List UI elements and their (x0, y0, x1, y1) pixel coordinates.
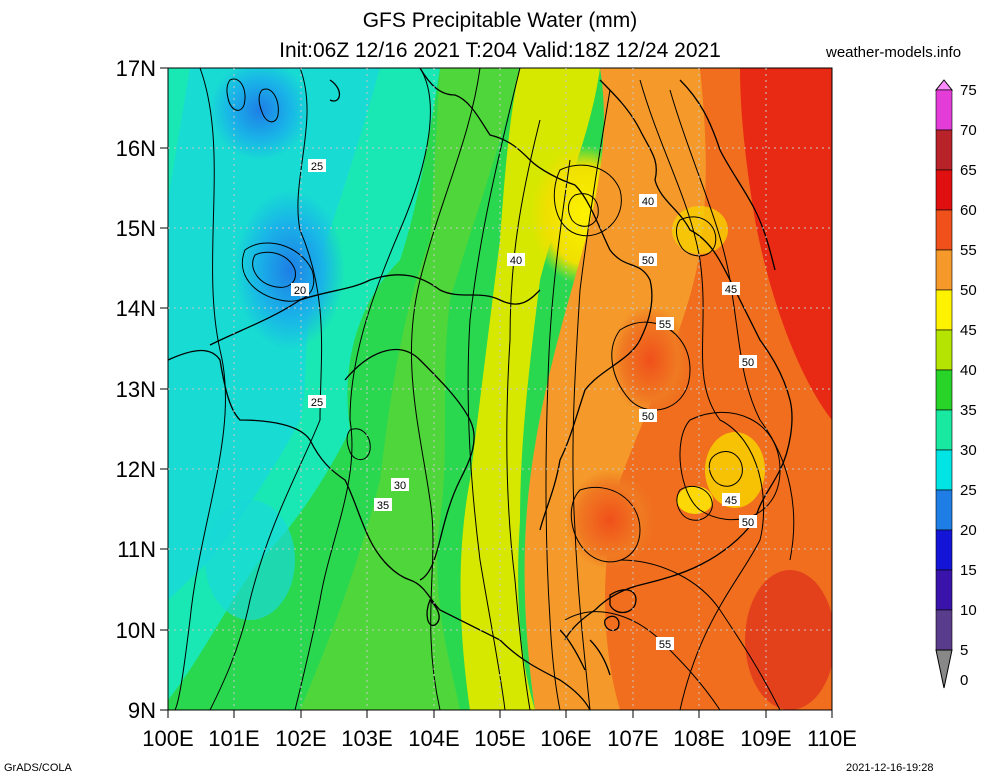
contour-label: 30 (391, 478, 409, 492)
lon-label: 108E (673, 726, 725, 751)
svg-text:50: 50 (742, 357, 754, 369)
contour-label: 50 (739, 515, 757, 529)
gridlines (168, 68, 832, 710)
lat-label: 10N (115, 618, 156, 643)
svg-text:40: 40 (642, 196, 654, 208)
contour-value-labels: 25 20 25 30 35 40 40 50 45 55 50 50 45 5… (291, 159, 757, 651)
lat-label: 14N (115, 296, 156, 321)
svg-text:45: 45 (725, 495, 737, 507)
contour-label: 35 (374, 498, 392, 512)
colorbar-label: 35 (960, 402, 977, 419)
svg-text:50: 50 (642, 255, 654, 267)
colorbar-label: 15 (960, 562, 977, 579)
contour-label: 20 (291, 283, 309, 297)
contour-label: 40 (507, 253, 525, 267)
colorbar-label: 75 (960, 82, 977, 99)
svg-text:30: 30 (394, 480, 406, 492)
colorbar-swatch (935, 249, 953, 291)
lat-label: 11N (117, 537, 156, 562)
colorbar-swatch (935, 169, 953, 211)
colorbar-swatch (935, 209, 953, 251)
colorbar-label: 10 (960, 602, 977, 619)
colorbar-label: 40 (960, 362, 977, 379)
colorbar-label: 30 (960, 442, 977, 459)
lon-label: 106E (540, 726, 592, 751)
lat-label: 12N (115, 457, 156, 482)
contour-label: 25 (308, 395, 326, 409)
colorbar-label: 50 (960, 282, 977, 299)
contour-label: 55 (656, 637, 674, 651)
colorbar-label: 5 (960, 642, 969, 659)
colorbar-swatch (935, 609, 953, 651)
colorbar-swatch (935, 329, 953, 371)
colorbar-top-arrow (934, 79, 954, 91)
svg-text:55: 55 (659, 639, 671, 651)
chart-subtitle: Init:06Z 12/16 2021 T:204 Valid:18Z 12/2… (279, 39, 721, 62)
contour-label: 50 (739, 355, 757, 369)
svg-text:40: 40 (510, 255, 522, 267)
colorbar-label: 60 (960, 202, 977, 219)
lon-label: 107E (607, 726, 659, 751)
timestamp: 2021-12-16-19:28 (846, 762, 934, 774)
svg-text:25: 25 (311, 161, 323, 173)
colorbar-label: 45 (960, 322, 977, 339)
contour-label: 40 (639, 194, 657, 208)
chart-title: GFS Precipitable Water (mm) (362, 9, 638, 32)
colorbar-label: 70 (960, 122, 977, 139)
svg-text:50: 50 (642, 411, 654, 423)
colorbar-label: 0 (960, 672, 969, 689)
lat-label: 16N (115, 136, 156, 161)
lon-label: 102E (275, 726, 327, 751)
colorbar-label: 25 (960, 482, 977, 499)
coastlines-borders (168, 68, 793, 710)
colorbar-bottom-arrow (935, 649, 953, 689)
contour-label: 45 (722, 493, 740, 507)
lon-label: 105E (474, 726, 526, 751)
colorbar-swatch (935, 569, 953, 611)
svg-text:55: 55 (659, 319, 671, 331)
axis-ticks (160, 67, 833, 718)
site-label: weather-models.info (826, 44, 962, 61)
contour-label: 25 (308, 159, 326, 173)
contour-label: 55 (656, 317, 674, 331)
lon-label: 104E (408, 726, 460, 751)
colorbar-label: 55 (960, 242, 977, 259)
lon-label: 101E (208, 726, 260, 751)
svg-text:45: 45 (725, 284, 737, 296)
colorbar-swatch (935, 449, 953, 491)
colorbar-swatch (935, 129, 953, 171)
lon-label: 109E (740, 726, 792, 751)
lat-label: 13N (115, 377, 156, 402)
colorbar-swatch (935, 409, 953, 451)
colorbar-label: 65 (960, 162, 977, 179)
svg-text:25: 25 (311, 397, 323, 409)
svg-text:20: 20 (294, 285, 306, 297)
contour-label: 45 (722, 282, 740, 296)
colorbar-swatch (935, 89, 953, 131)
lat-label: 17N (115, 56, 156, 81)
contour-label: 50 (639, 409, 657, 423)
colorbar-label: 20 (960, 522, 977, 539)
lat-label: 15N (115, 216, 156, 241)
lat-label: 9N (127, 698, 156, 723)
colorbar-swatch (935, 529, 953, 571)
grads-credit: GrADS/COLA (4, 762, 72, 774)
lon-label: 110E (807, 726, 857, 751)
svg-text:50: 50 (742, 517, 754, 529)
lon-label: 103E (341, 726, 393, 751)
colorbar (934, 79, 954, 689)
lon-label: 100E (142, 726, 194, 751)
svg-text:35: 35 (377, 500, 389, 512)
colorbar-swatch (935, 369, 953, 411)
contour-label: 50 (639, 253, 657, 267)
colorbar-swatch (935, 489, 953, 531)
pw-field (168, 68, 832, 710)
colorbar-swatch (935, 289, 953, 331)
